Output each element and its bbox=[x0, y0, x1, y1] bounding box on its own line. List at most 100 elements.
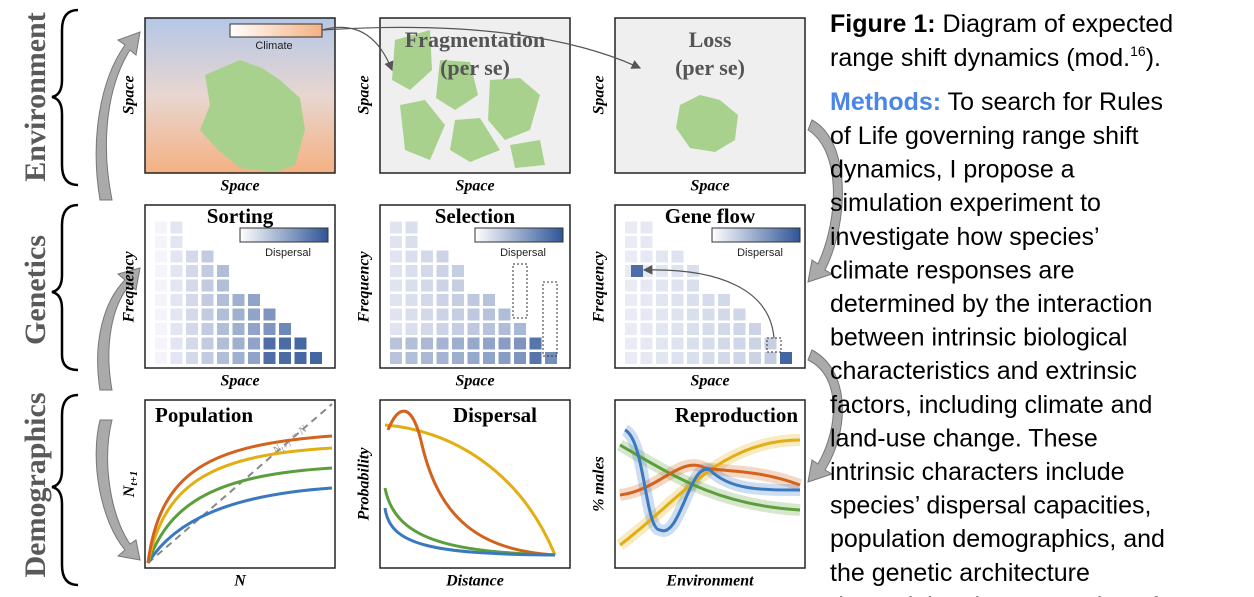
grid-cell bbox=[233, 323, 245, 335]
methods-line: population demographics, and bbox=[830, 525, 1165, 553]
grid-cell bbox=[233, 294, 245, 306]
grid-cell bbox=[202, 352, 214, 364]
grid-cell bbox=[734, 338, 746, 350]
label: Space bbox=[591, 75, 608, 114]
grid-cell bbox=[406, 338, 418, 350]
grid-cell bbox=[437, 251, 449, 263]
grid-cell bbox=[155, 222, 167, 234]
label: Loss bbox=[689, 27, 732, 52]
grid-cell bbox=[406, 309, 418, 321]
grid-cell bbox=[437, 280, 449, 292]
grid-cell bbox=[437, 265, 449, 277]
grid-cell bbox=[279, 323, 291, 335]
grid-cell bbox=[734, 323, 746, 335]
grid-cell bbox=[530, 338, 542, 350]
grid-cell bbox=[468, 323, 480, 335]
shape: Nt+1 bbox=[121, 471, 140, 498]
grid-cell bbox=[217, 294, 229, 306]
grid-cell bbox=[186, 265, 198, 277]
grid-cell bbox=[217, 280, 229, 292]
label: Dispersal bbox=[453, 403, 537, 427]
grid-cell bbox=[641, 251, 653, 263]
grid-cell bbox=[687, 323, 699, 335]
grid-cell bbox=[390, 323, 402, 335]
shape: range shift dynamics (mod.16). bbox=[830, 43, 1161, 72]
label: Space bbox=[356, 75, 373, 114]
grid-cell bbox=[483, 338, 495, 350]
grid-cell bbox=[545, 352, 557, 364]
methods-line: intrinsic characters include bbox=[830, 458, 1125, 486]
label: Environment bbox=[665, 573, 754, 590]
grid-cell bbox=[421, 265, 433, 277]
grid-cell bbox=[233, 338, 245, 350]
grid-cell bbox=[406, 251, 418, 263]
grid-cell bbox=[631, 265, 643, 277]
grid-cell bbox=[656, 352, 668, 364]
grid-cell bbox=[186, 323, 198, 335]
label: Dispersal bbox=[265, 247, 311, 259]
grid-cell bbox=[468, 338, 480, 350]
grid-cell bbox=[264, 352, 276, 364]
grid-cell bbox=[625, 323, 637, 335]
grid-cell bbox=[171, 251, 183, 263]
grid-cell bbox=[468, 352, 480, 364]
methods-line: dynamics, I propose a bbox=[830, 156, 1075, 184]
grid-cell bbox=[703, 294, 715, 306]
grid-cell bbox=[499, 309, 511, 321]
label: Methods: bbox=[830, 88, 941, 116]
label: Frequency bbox=[356, 251, 373, 324]
grid-cell bbox=[202, 294, 214, 306]
grid-cell bbox=[155, 323, 167, 335]
grid-cell bbox=[217, 338, 229, 350]
grid-cell bbox=[437, 352, 449, 364]
grid-cell bbox=[421, 251, 433, 263]
label: 16 bbox=[1130, 43, 1146, 59]
grid-cell bbox=[233, 352, 245, 364]
grid-cell bbox=[656, 338, 668, 350]
grid-cell bbox=[452, 338, 464, 350]
grid-cell bbox=[672, 323, 684, 335]
grid-cell bbox=[202, 309, 214, 321]
grid-cell bbox=[765, 338, 777, 350]
grid-cell bbox=[437, 309, 449, 321]
grid-cell bbox=[703, 309, 715, 321]
grid-cell bbox=[421, 294, 433, 306]
methods-line: simulation experiment to bbox=[830, 189, 1101, 217]
methods-line: the genetic architecture bbox=[830, 559, 1090, 587]
label: Space bbox=[455, 178, 494, 195]
grid-cell bbox=[171, 222, 183, 234]
grid-cell bbox=[186, 280, 198, 292]
grid-cell bbox=[718, 309, 730, 321]
grid-cell bbox=[186, 338, 198, 350]
grid-cell bbox=[672, 251, 684, 263]
grid-cell bbox=[687, 309, 699, 321]
grid-cell bbox=[641, 280, 653, 292]
label: Gene flow bbox=[665, 204, 756, 228]
figure: Environment Genetics Demographics Climat… bbox=[0, 0, 1254, 597]
label: Probability bbox=[356, 447, 373, 522]
grid-cell bbox=[625, 280, 637, 292]
label: Space bbox=[690, 178, 729, 195]
grid-cell bbox=[264, 309, 276, 321]
methods-line: factors, including climate and bbox=[830, 391, 1152, 419]
grid-cell bbox=[406, 222, 418, 234]
grid-cell bbox=[749, 352, 761, 364]
grid-cell bbox=[406, 294, 418, 306]
shape bbox=[52, 395, 78, 585]
grid-cell bbox=[155, 338, 167, 350]
label: N bbox=[233, 573, 247, 590]
shape: Figure 1: Diagram of expected bbox=[830, 10, 1173, 38]
methods-line: climate responses are bbox=[830, 256, 1075, 284]
grid-cell bbox=[672, 294, 684, 306]
methods-line: between intrinsic biological bbox=[830, 324, 1127, 352]
grid-cell bbox=[530, 352, 542, 364]
label: Frequency bbox=[591, 251, 608, 324]
grid-cell bbox=[186, 309, 198, 321]
grid-cell bbox=[264, 338, 276, 350]
label: % males bbox=[591, 456, 608, 512]
grid-cell bbox=[641, 294, 653, 306]
grid-cell bbox=[641, 222, 653, 234]
grid-cell bbox=[625, 352, 637, 364]
grid-cell bbox=[155, 309, 167, 321]
grid-cell bbox=[421, 323, 433, 335]
